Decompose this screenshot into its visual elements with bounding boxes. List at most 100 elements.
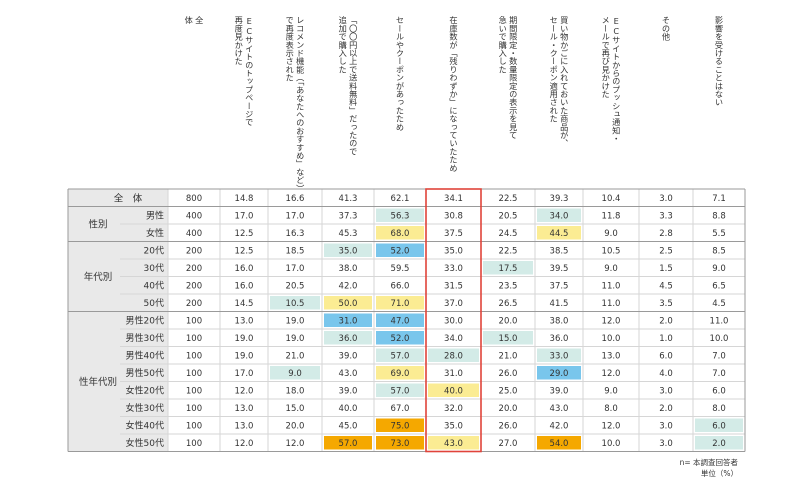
data-value: 3.3 [659, 211, 673, 221]
data-value: 37.3 [339, 211, 358, 221]
highlight-cell [428, 383, 479, 397]
data-value: 37.0 [444, 299, 463, 309]
column-header: メールで再び見かけた [601, 16, 611, 98]
data-value: 6.0 [659, 351, 673, 361]
data-value: 69.0 [391, 369, 410, 379]
data-value: 17.0 [235, 211, 254, 221]
highlight-cell [270, 296, 320, 310]
highlight-cell [270, 366, 320, 380]
data-value: 12.0 [602, 421, 621, 431]
data-value: 15.0 [499, 334, 518, 344]
data-value: 31.0 [444, 369, 463, 379]
n-value: 100 [186, 316, 202, 326]
data-value: 75.0 [391, 421, 410, 431]
data-value: 8.0 [712, 404, 726, 414]
n-value: 400 [186, 211, 202, 221]
data-value: 52.0 [391, 334, 410, 344]
data-value: 34.1 [444, 194, 463, 204]
data-value: 50.0 [339, 299, 358, 309]
row-label: 女性20代 [126, 384, 164, 396]
data-value: 44.5 [550, 229, 569, 239]
highlight-cell [376, 366, 424, 380]
data-value: 35.0 [339, 246, 358, 256]
column-header: 影響を受けることはない [714, 15, 724, 106]
data-value: 7.0 [712, 369, 726, 379]
data-value: 71.0 [391, 299, 410, 309]
highlight-cell [695, 436, 743, 450]
data-value: 7.1 [712, 194, 726, 204]
data-value: 38.0 [550, 316, 569, 326]
group-label: 性別 [88, 219, 107, 231]
data-value: 3.0 [659, 194, 673, 204]
column-header: セールやクーポンがあったため [395, 16, 405, 131]
data-value: 8.0 [604, 404, 618, 414]
data-value: 13.0 [235, 316, 254, 326]
data-value: 39.0 [339, 351, 358, 361]
column-header: 追加で購入した [338, 15, 348, 73]
data-value: 10.5 [602, 246, 621, 256]
column-header: 買い物かごに入れておいた商品が、 [559, 16, 569, 147]
highlight-cell [537, 366, 581, 380]
highlight-cell [537, 208, 581, 222]
data-value: 33.0 [550, 351, 569, 361]
data-value: 13.0 [235, 421, 254, 431]
data-value: 22.5 [499, 194, 518, 204]
highlight-cell [537, 436, 581, 450]
data-value: 42.0 [550, 421, 569, 431]
data-value: 16.6 [286, 194, 305, 204]
row-label: 女性30代 [126, 402, 164, 414]
sample-note: n= 本調査回答者 [679, 458, 738, 467]
data-value: 39.0 [550, 386, 569, 396]
data-value: 14.8 [235, 194, 254, 204]
data-value: 20.5 [286, 281, 305, 291]
data-value: 27.0 [499, 439, 518, 449]
data-value: 40.0 [444, 386, 463, 396]
data-value: 57.0 [339, 439, 358, 449]
highlight-cell [376, 243, 424, 257]
highlight-cell [428, 348, 479, 362]
highlight-cell [376, 208, 424, 222]
data-value: 19.0 [235, 334, 254, 344]
data-value: 20.0 [499, 316, 518, 326]
data-value: 56.3 [391, 211, 410, 221]
data-value: 59.5 [391, 264, 410, 274]
data-value: 37.5 [550, 281, 569, 291]
data-value: 13.0 [235, 404, 254, 414]
data-value: 12.0 [286, 439, 305, 449]
data-value: 6.5 [712, 281, 726, 291]
data-value: 39.0 [339, 386, 358, 396]
data-value: 57.0 [391, 386, 410, 396]
data-value: 31.5 [444, 281, 463, 291]
highlight-cell [376, 383, 424, 397]
data-value: 19.0 [235, 351, 254, 361]
data-value: 38.0 [339, 264, 358, 274]
data-value: 21.0 [286, 351, 305, 361]
column-header: 在庫数が「残りわずか」になっていたため [449, 15, 459, 172]
data-value: 22.5 [499, 246, 518, 256]
n-value: 200 [186, 281, 202, 291]
data-value: 14.5 [235, 299, 254, 309]
data-value: 35.0 [444, 421, 463, 431]
n-value: 200 [186, 246, 202, 256]
row-label: 30代 [144, 263, 164, 274]
data-value: 19.0 [286, 316, 305, 326]
data-value: 18.5 [286, 246, 305, 256]
data-value: 39.5 [550, 264, 569, 274]
column-header: 体 [184, 15, 194, 25]
data-value: 32.0 [444, 404, 463, 414]
highlight-cell [695, 418, 743, 432]
group-label: 性年代別 [79, 376, 117, 388]
data-value: 47.0 [391, 316, 410, 326]
n-value: 100 [186, 369, 202, 379]
column-header: 急いで購入した [498, 15, 508, 73]
data-value: 21.0 [499, 351, 518, 361]
data-value: 2.0 [659, 404, 673, 414]
data-value: 9.0 [604, 386, 618, 396]
column-header: 全 [194, 15, 204, 24]
data-value: 23.5 [499, 281, 518, 291]
highlight-cell [324, 436, 372, 450]
data-value: 26.5 [499, 299, 518, 309]
row-label: 男性 [146, 209, 164, 221]
column-header: その他 [661, 16, 671, 42]
